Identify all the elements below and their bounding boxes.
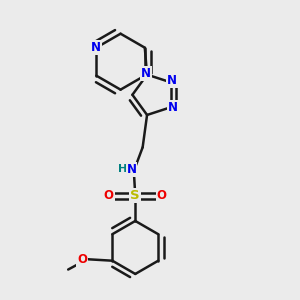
Text: H: H [118, 164, 127, 174]
Text: N: N [141, 67, 151, 80]
Text: N: N [168, 101, 178, 114]
Text: N: N [91, 41, 101, 54]
Text: O: O [77, 253, 87, 266]
Text: N: N [127, 163, 136, 176]
Text: O: O [104, 189, 114, 203]
Text: O: O [157, 189, 167, 203]
Text: S: S [130, 189, 140, 203]
Text: N: N [167, 74, 177, 87]
